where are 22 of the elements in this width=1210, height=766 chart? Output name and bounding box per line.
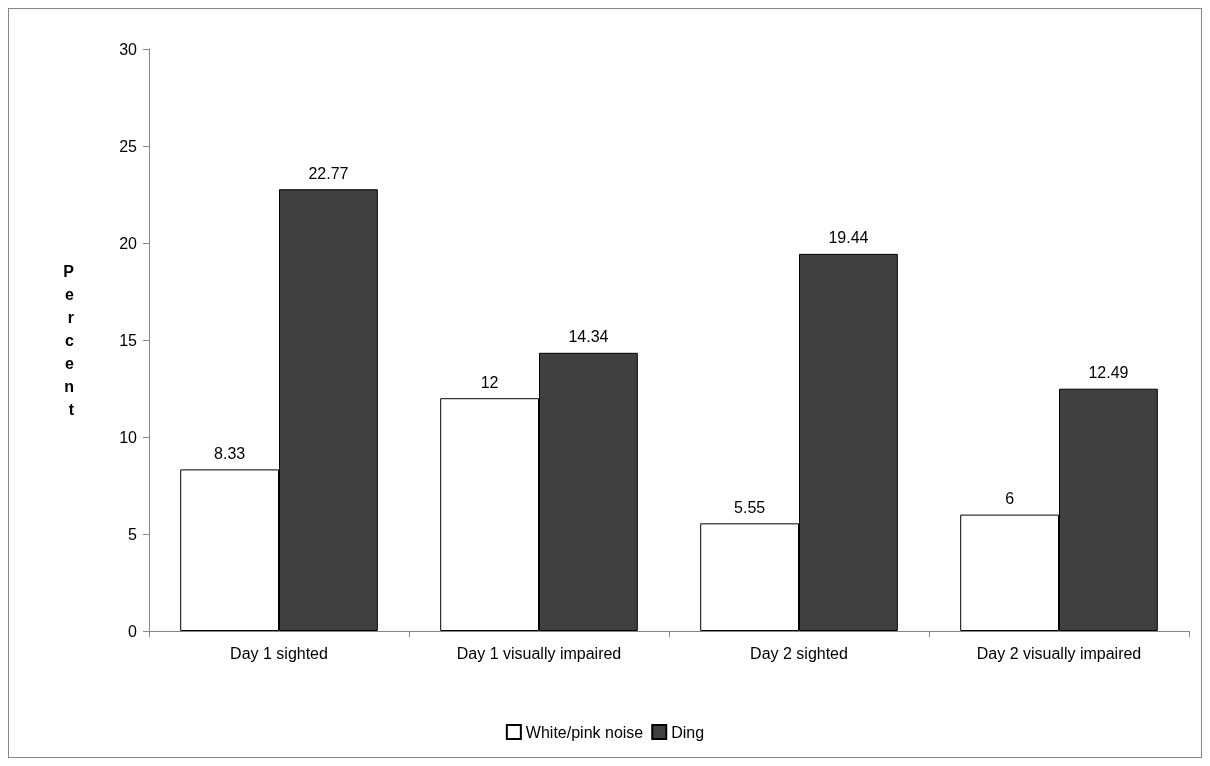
y-tick-label: 15 [119, 331, 138, 349]
y-tick-label: 5 [128, 525, 138, 543]
y-tick-label: 10 [119, 428, 138, 446]
data-label: 12.49 [1088, 364, 1129, 382]
x-tick-label: Day 2 visually impaired [976, 644, 1142, 662]
x-tick-label: Day 2 sighted [750, 644, 848, 662]
y-tick-label: 25 [119, 137, 138, 155]
legend-label: White/pink noise [525, 723, 644, 741]
y-axis-title: Percent [63, 262, 75, 418]
x-tick-label: Day 1 visually impaired [456, 644, 622, 662]
data-label: 5.55 [734, 498, 766, 516]
data-label: 6 [1005, 490, 1015, 508]
y-tick-label: 20 [119, 234, 138, 252]
data-label: 8.33 [214, 444, 246, 462]
x-tick-label: Day 1 sighted [230, 644, 328, 662]
data-label: 22.77 [308, 164, 349, 182]
data-label: 14.34 [568, 328, 609, 346]
legend-label: Ding [671, 723, 705, 741]
y-tick-label: 0 [128, 622, 138, 640]
data-label: 19.44 [828, 229, 869, 247]
y-tick-label: 30 [119, 40, 138, 58]
data-label: 12 [480, 373, 499, 391]
